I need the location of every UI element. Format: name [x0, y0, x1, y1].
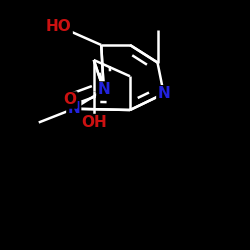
Text: N: N [68, 101, 80, 116]
Text: N: N [98, 82, 110, 98]
Text: OH: OH [81, 115, 106, 130]
Text: HO: HO [46, 19, 72, 34]
Text: N: N [158, 86, 170, 101]
Text: O: O [64, 92, 76, 108]
